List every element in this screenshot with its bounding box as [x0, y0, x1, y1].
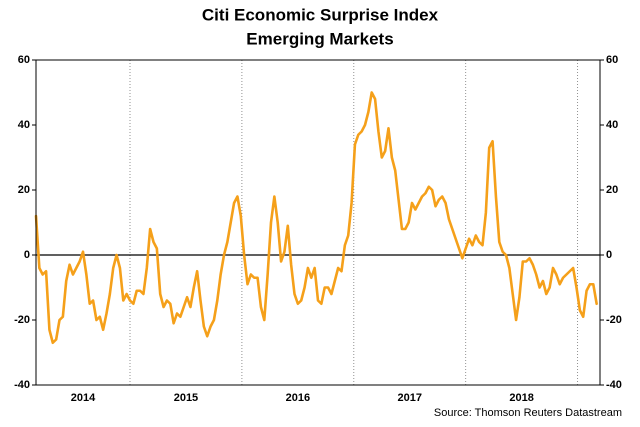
x-tick-label: 2017: [398, 392, 422, 404]
x-tick-label: 2016: [286, 392, 310, 404]
x-tick-label: 2018: [509, 392, 533, 404]
y-tick-label: 20: [18, 184, 30, 196]
y2-tick-label: 0: [606, 249, 612, 261]
y-tick-label: -20: [14, 314, 30, 326]
plot-area: [36, 60, 600, 385]
chart-subtitle: Emerging Markets: [246, 29, 393, 48]
y-tick-label: -40: [14, 379, 30, 391]
x-tick-label: 2014: [71, 392, 96, 404]
series-line: [34, 91, 598, 345]
y-tick-label: 60: [18, 54, 30, 66]
y-tick-label: 0: [24, 249, 30, 261]
y-tick-label: 40: [18, 119, 30, 131]
y2-tick-label: 60: [606, 54, 618, 66]
y2-tick-label: 20: [606, 184, 618, 196]
y2-tick-label: 40: [606, 119, 618, 131]
y2-tick-label: -20: [606, 314, 622, 326]
chart-title: Citi Economic Surprise Index: [202, 5, 439, 24]
x-tick-label: 2015: [174, 392, 198, 404]
plot-frame: [35, 59, 601, 386]
y2-tick-label: -40: [606, 379, 622, 391]
source-note: Source: Thomson Reuters Datastream: [434, 407, 622, 419]
